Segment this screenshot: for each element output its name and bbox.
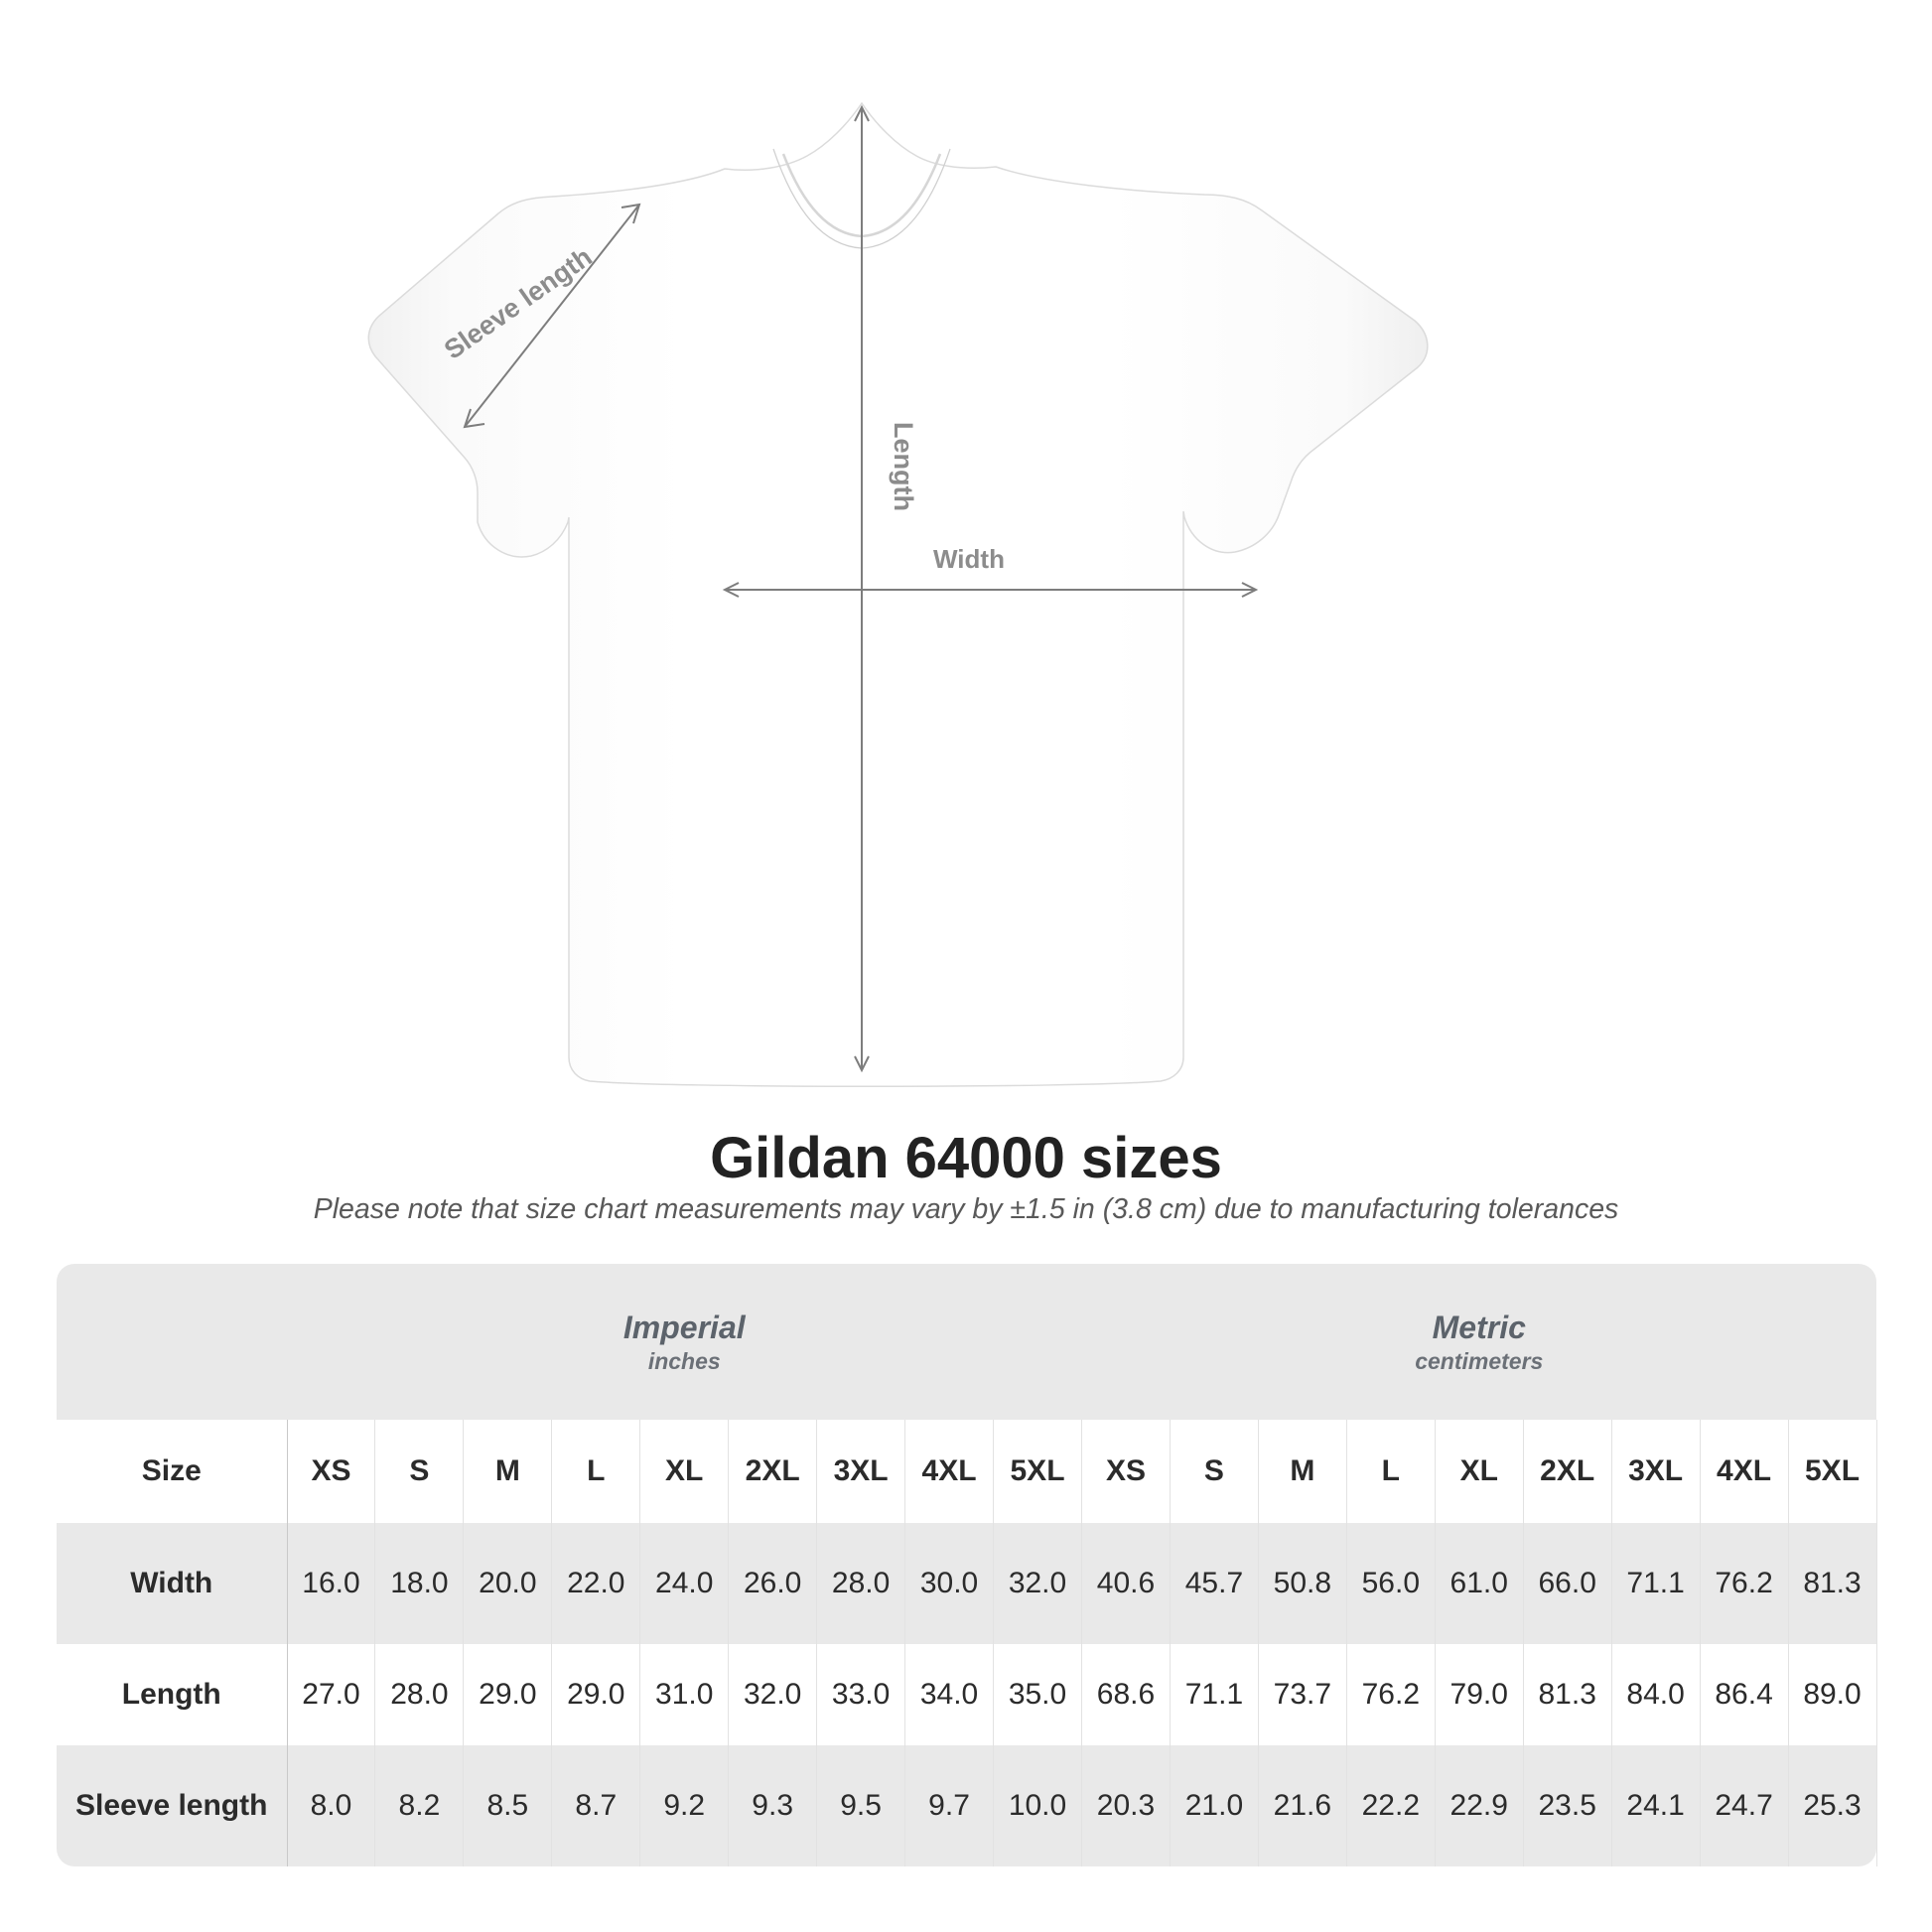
svg-text:Width: Width bbox=[933, 544, 1005, 574]
svg-text:Length: Length bbox=[889, 422, 918, 511]
